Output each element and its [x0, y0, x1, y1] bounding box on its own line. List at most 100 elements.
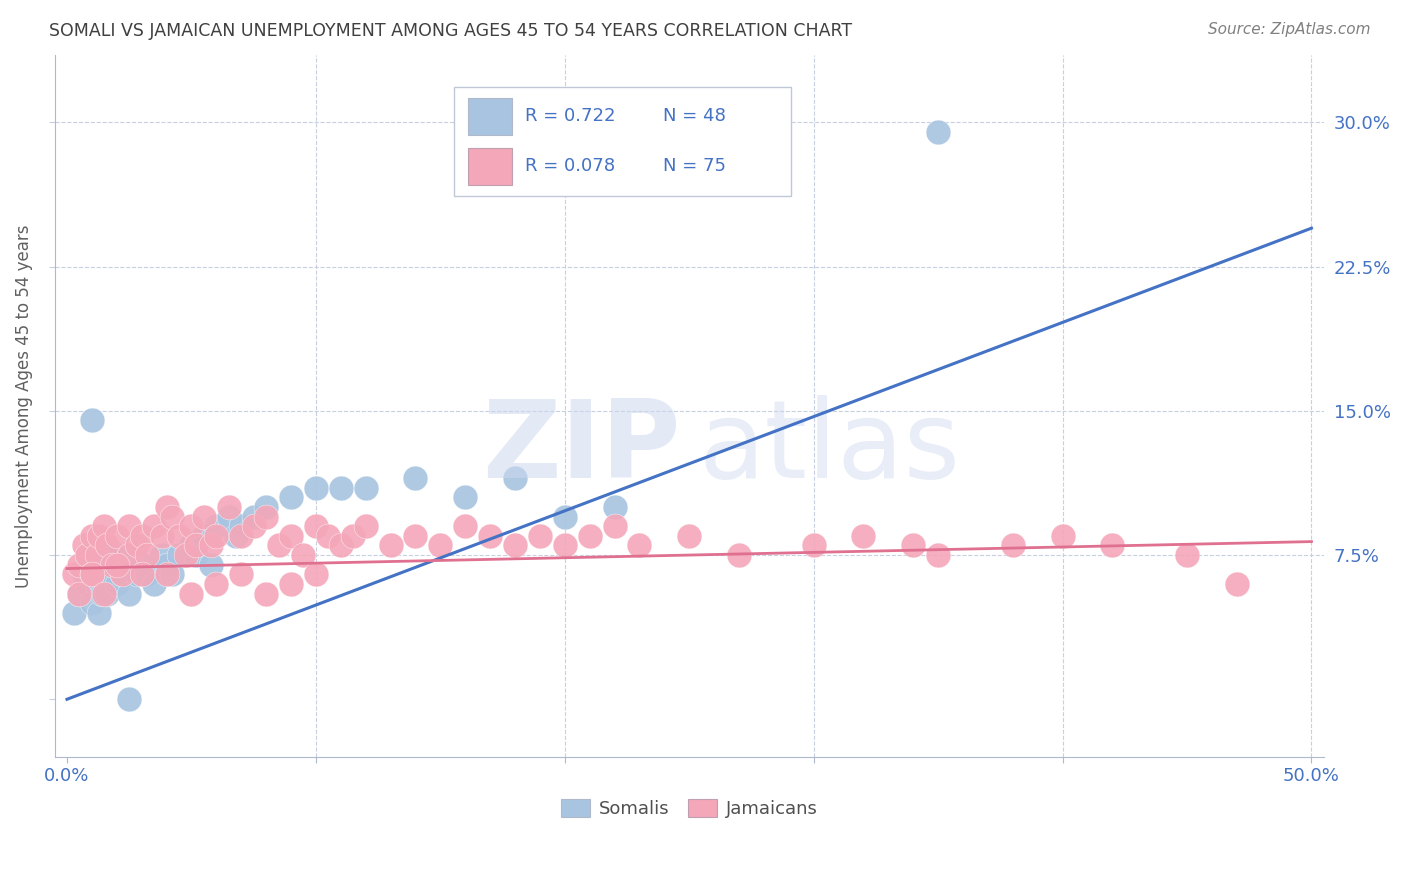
- Point: [111, 567, 134, 582]
- Point: [118, 586, 141, 600]
- Point: [118, 548, 141, 562]
- Point: [479, 529, 502, 543]
- Point: [628, 538, 651, 552]
- Point: [280, 529, 302, 543]
- Point: [1001, 538, 1024, 552]
- Point: [86, 577, 108, 591]
- Point: [80, 558, 103, 572]
- Point: [67, 586, 90, 600]
- Point: [167, 529, 190, 543]
- Point: [89, 529, 111, 543]
- Point: [529, 529, 551, 543]
- Point: [728, 548, 751, 562]
- Point: [231, 567, 253, 582]
- Point: [73, 538, 96, 552]
- Point: [678, 529, 700, 543]
- Point: [105, 529, 128, 543]
- Point: [160, 509, 183, 524]
- Point: [454, 519, 477, 533]
- Point: [1226, 577, 1249, 591]
- Point: [105, 577, 128, 591]
- Point: [80, 596, 103, 610]
- Point: [503, 538, 526, 552]
- Point: [143, 577, 166, 591]
- Point: [578, 529, 600, 543]
- Point: [231, 529, 253, 543]
- Point: [280, 577, 302, 591]
- Point: [205, 529, 228, 543]
- Point: [852, 529, 875, 543]
- Point: [90, 586, 112, 600]
- Point: [67, 586, 90, 600]
- Point: [186, 548, 208, 562]
- Point: [135, 567, 157, 582]
- Point: [205, 577, 228, 591]
- Point: [155, 500, 177, 514]
- Point: [105, 558, 128, 572]
- Point: [63, 567, 86, 582]
- Point: [205, 519, 228, 533]
- Point: [254, 586, 277, 600]
- Point: [927, 548, 949, 562]
- Point: [242, 519, 264, 533]
- Point: [96, 538, 118, 552]
- Point: [218, 500, 240, 514]
- Point: [280, 491, 302, 505]
- Point: [150, 529, 173, 543]
- Point: [93, 567, 115, 582]
- Point: [193, 529, 215, 543]
- Y-axis label: Unemployment Among Ages 45 to 54 years: Unemployment Among Ages 45 to 54 years: [15, 224, 32, 588]
- Text: SOMALI VS JAMAICAN UNEMPLOYMENT AMONG AGES 45 TO 54 YEARS CORRELATION CHART: SOMALI VS JAMAICAN UNEMPLOYMENT AMONG AG…: [49, 22, 852, 40]
- Point: [180, 538, 202, 552]
- Point: [80, 413, 103, 427]
- Point: [125, 567, 148, 582]
- Point: [1101, 538, 1123, 552]
- Point: [96, 586, 118, 600]
- Point: [231, 519, 253, 533]
- Point: [76, 548, 98, 562]
- Point: [111, 567, 134, 582]
- Point: [1052, 529, 1074, 543]
- Point: [305, 519, 328, 533]
- Point: [93, 519, 115, 533]
- Point: [242, 509, 264, 524]
- Point: [193, 509, 215, 524]
- Point: [131, 567, 153, 582]
- Point: [105, 548, 128, 562]
- Text: atlas: atlas: [699, 395, 960, 501]
- Point: [186, 538, 208, 552]
- Point: [404, 471, 426, 485]
- Point: [135, 548, 157, 562]
- Point: [554, 509, 576, 524]
- Point: [118, 692, 141, 706]
- Point: [73, 567, 96, 582]
- Point: [176, 548, 198, 562]
- Point: [180, 519, 202, 533]
- Point: [80, 567, 103, 582]
- Point: [354, 481, 377, 495]
- Point: [131, 558, 153, 572]
- Point: [292, 548, 315, 562]
- Point: [267, 538, 290, 552]
- Text: Source: ZipAtlas.com: Source: ZipAtlas.com: [1208, 22, 1371, 37]
- Point: [342, 529, 364, 543]
- Point: [93, 586, 115, 600]
- Point: [155, 567, 177, 582]
- Point: [903, 538, 925, 552]
- Point: [380, 538, 402, 552]
- Point: [329, 481, 352, 495]
- Point: [118, 519, 141, 533]
- Point: [254, 509, 277, 524]
- Point: [318, 529, 340, 543]
- Point: [100, 558, 122, 572]
- Point: [89, 606, 111, 620]
- Point: [254, 500, 277, 514]
- Point: [404, 529, 426, 543]
- Point: [80, 567, 103, 582]
- Point: [76, 577, 98, 591]
- Point: [354, 519, 377, 533]
- Point: [603, 500, 626, 514]
- Point: [125, 538, 148, 552]
- Point: [160, 567, 183, 582]
- Point: [329, 538, 352, 552]
